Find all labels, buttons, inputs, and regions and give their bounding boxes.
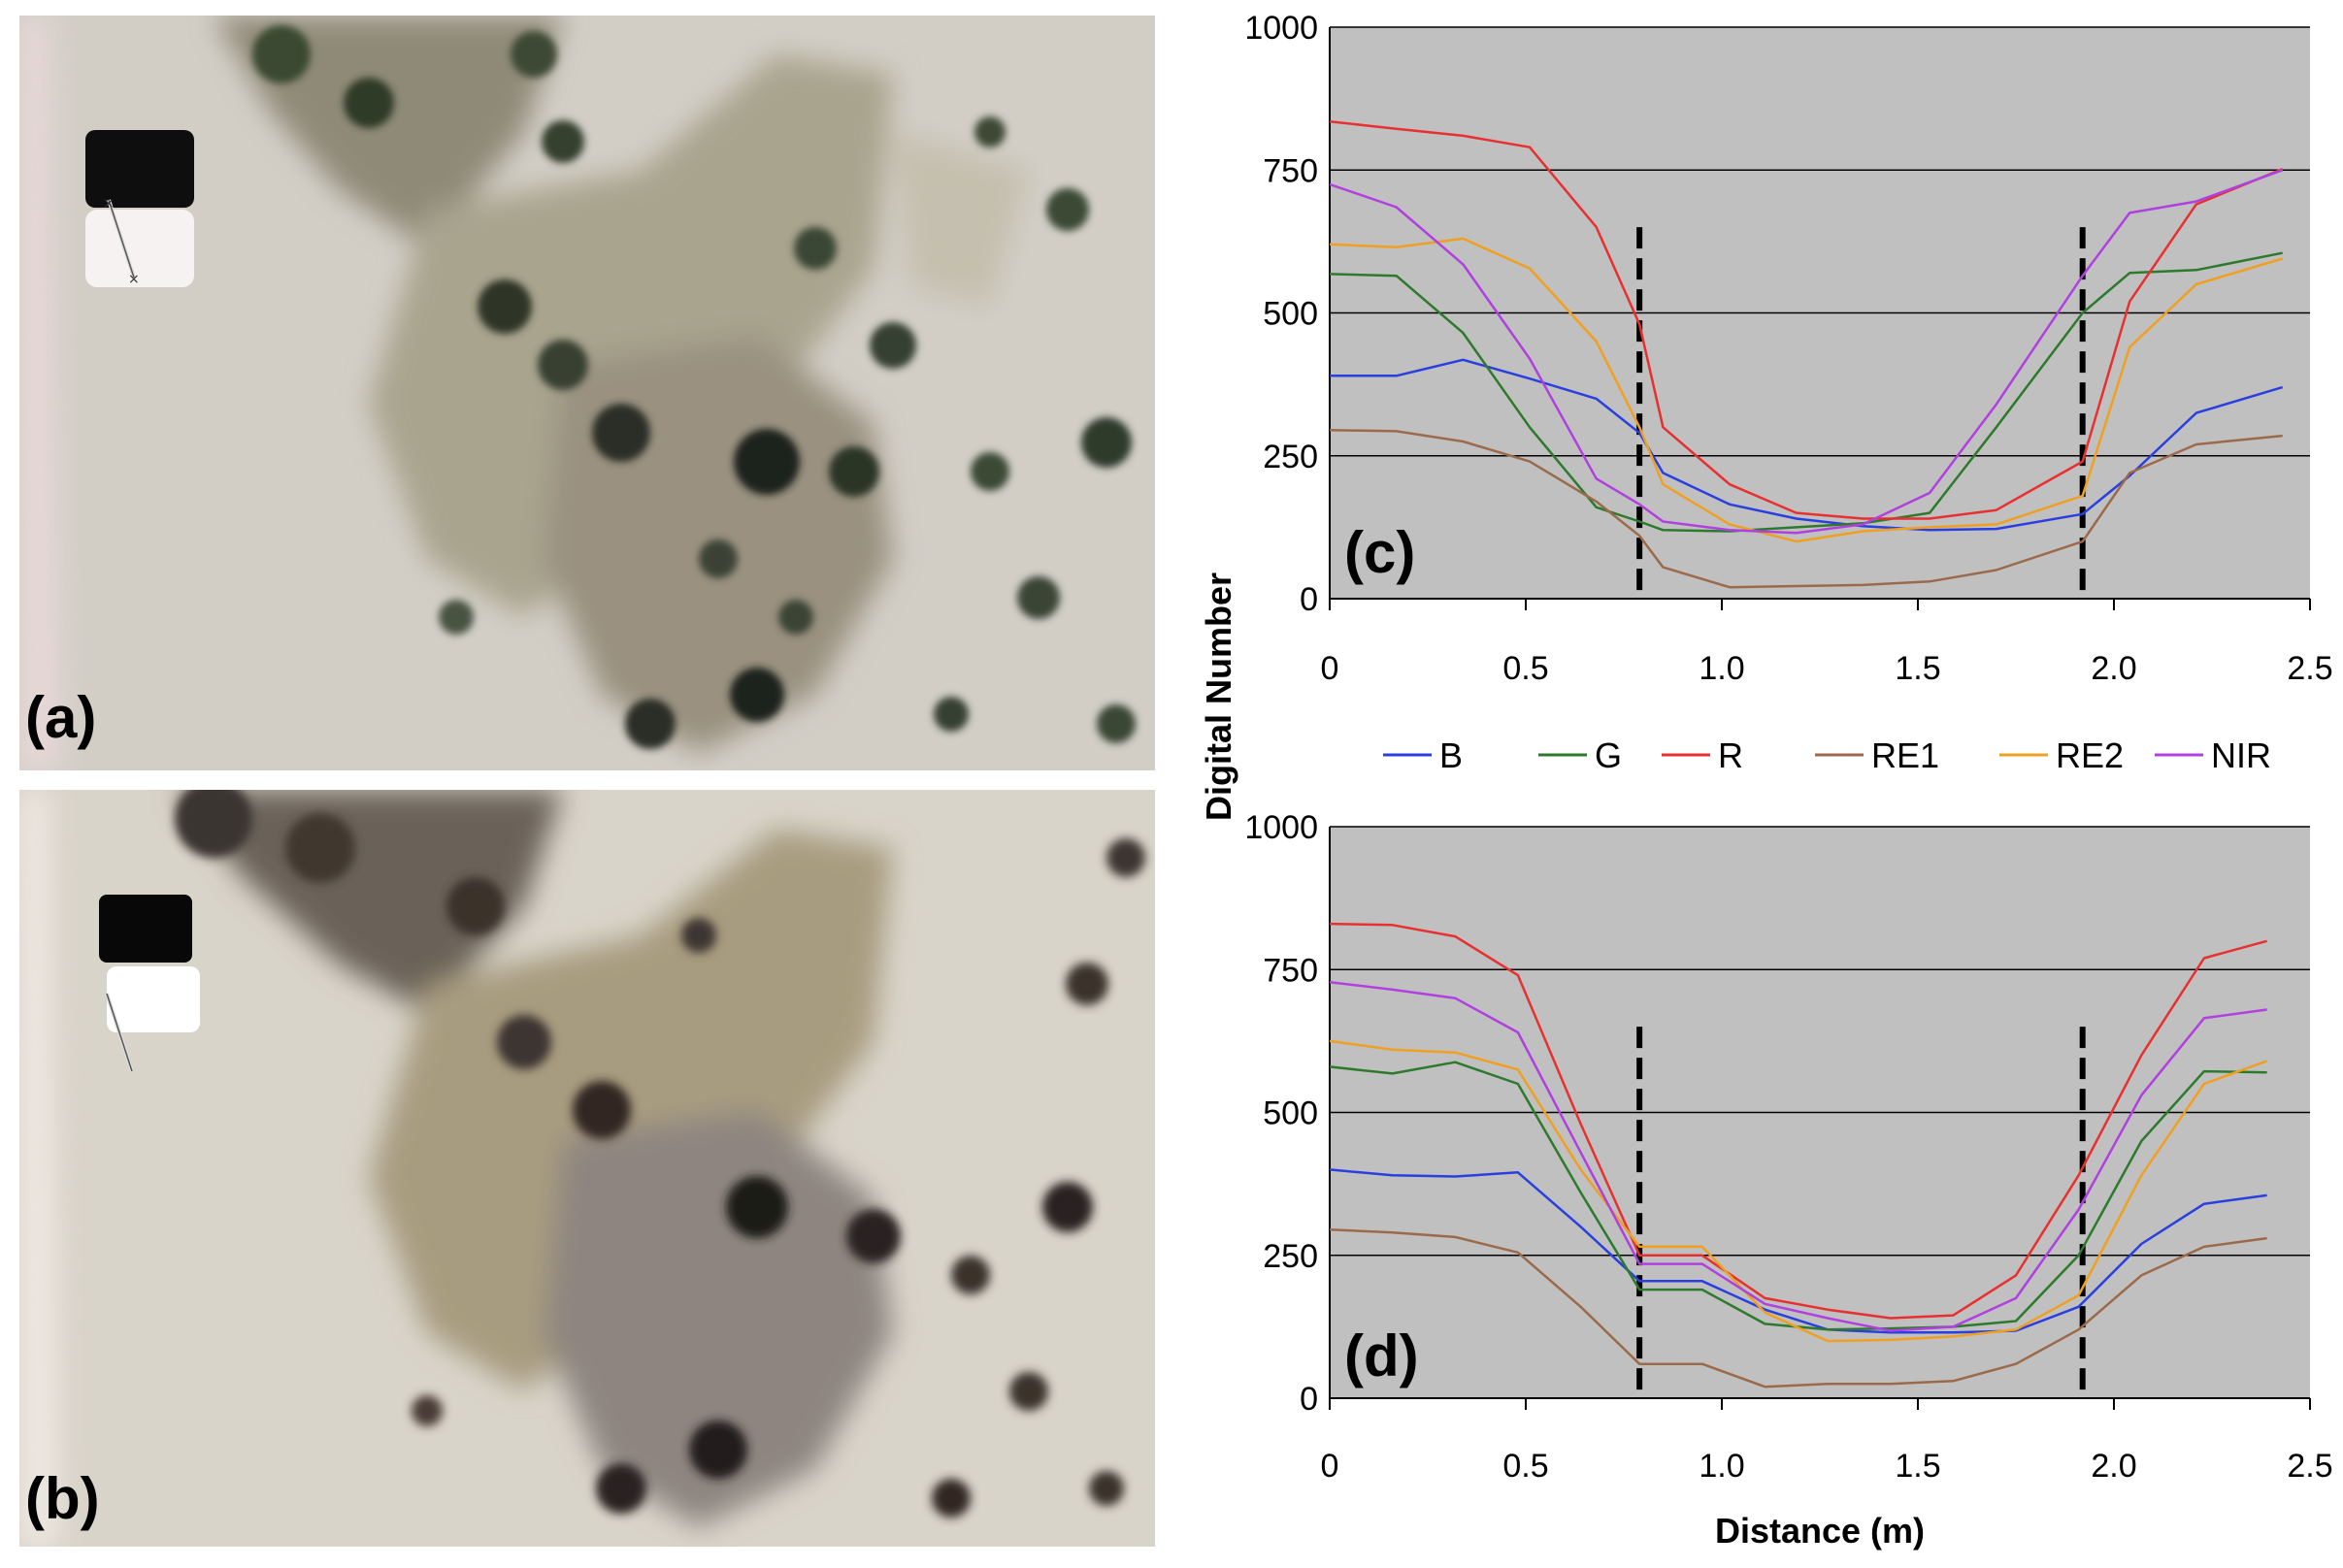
calibration-panel-white [107, 966, 200, 1032]
x-tick-label: 2.0 [2091, 1448, 2136, 1485]
panel-label-b: (b) [25, 1466, 100, 1531]
chart-d: 0 250 500 750 1000 0 0.5 1.0 1.5 2.0 2.5 (d) Distanc… [1244, 809, 2332, 1551]
x-tick-label: 2.5 [2287, 650, 2332, 687]
aerial-image-a: × × [19, 16, 1155, 770]
y-axis-title: Digital Number [1199, 572, 1238, 821]
panel-label-c: (c) [1344, 520, 1415, 585]
series-line-g [1329, 251, 2283, 533]
series-line-r [1329, 119, 2284, 520]
x-tick-label: 2.5 [2287, 1448, 2332, 1485]
image-panel-b [19, 790, 1155, 1547]
series-line-b [1330, 358, 2284, 532]
calibration-panel-white [85, 210, 194, 287]
x-tick-label: 1.0 [1699, 1448, 1744, 1485]
legend-label-re1: RE1 [1871, 735, 1939, 775]
y-tick-label: 1000 [1244, 809, 1318, 846]
calibration-panel-black [99, 895, 192, 963]
y-tick-label: 250 [1263, 439, 1318, 475]
x-tick-label: 1.0 [1699, 650, 1744, 687]
x-tick-label: 0.5 [1502, 1448, 1548, 1485]
x-tick-label: 1.5 [1895, 1448, 1940, 1485]
svg-text:×: × [103, 196, 115, 212]
series-line-nir [1329, 169, 2284, 535]
y-tick-label: 750 [1263, 152, 1318, 189]
y-tick-label: 750 [1263, 952, 1318, 989]
series-line-b [1329, 1168, 2267, 1334]
legend-label-nir: NIR [2211, 735, 2271, 775]
series-line-r [1329, 922, 2267, 1320]
legend-label-r: R [1718, 735, 1743, 775]
x-tick-label: 0 [1321, 1448, 1339, 1485]
legend-label-b: B [1439, 735, 1463, 775]
y-tick-label: 500 [1263, 1095, 1318, 1132]
series-line-re2 [1329, 237, 2284, 543]
svg-text:×: × [128, 272, 140, 287]
panel-label-a: (a) [25, 685, 97, 750]
series-line-nir [1329, 980, 2267, 1332]
y-tick-label: 0 [1300, 581, 1318, 618]
series-line-re1 [1329, 1227, 2267, 1388]
image-panel-a: × × [19, 16, 1155, 770]
y-tick-label: 1000 [1244, 10, 1318, 47]
x-tick-label: 1.5 [1895, 650, 1940, 687]
legend-label-g: G [1595, 735, 1622, 775]
legend: B G R RE1 RE2 NIR [1383, 735, 2271, 775]
calibration-panel-black [85, 130, 194, 208]
series-line-re2 [1329, 1039, 2268, 1343]
y-tick-label: 500 [1263, 296, 1318, 333]
x-tick-label: 2.0 [2091, 650, 2136, 687]
y-tick-label: 0 [1300, 1381, 1318, 1418]
y-tick-label: 250 [1263, 1238, 1318, 1275]
aerial-image-b [19, 790, 1155, 1547]
panel-label-d: (d) [1344, 1323, 1419, 1388]
x-axis-title: Distance (m) [1715, 1511, 1925, 1551]
x-tick-label: 0.5 [1502, 650, 1548, 687]
chart-c: 0 250 500 750 1000 0 0.5 1.0 1.5 2.0 2.5 (c) Digital… [1199, 10, 2333, 821]
series-line-re1 [1329, 428, 2283, 589]
legend-label-re2: RE2 [2056, 735, 2124, 775]
x-tick-label: 0 [1321, 650, 1339, 687]
